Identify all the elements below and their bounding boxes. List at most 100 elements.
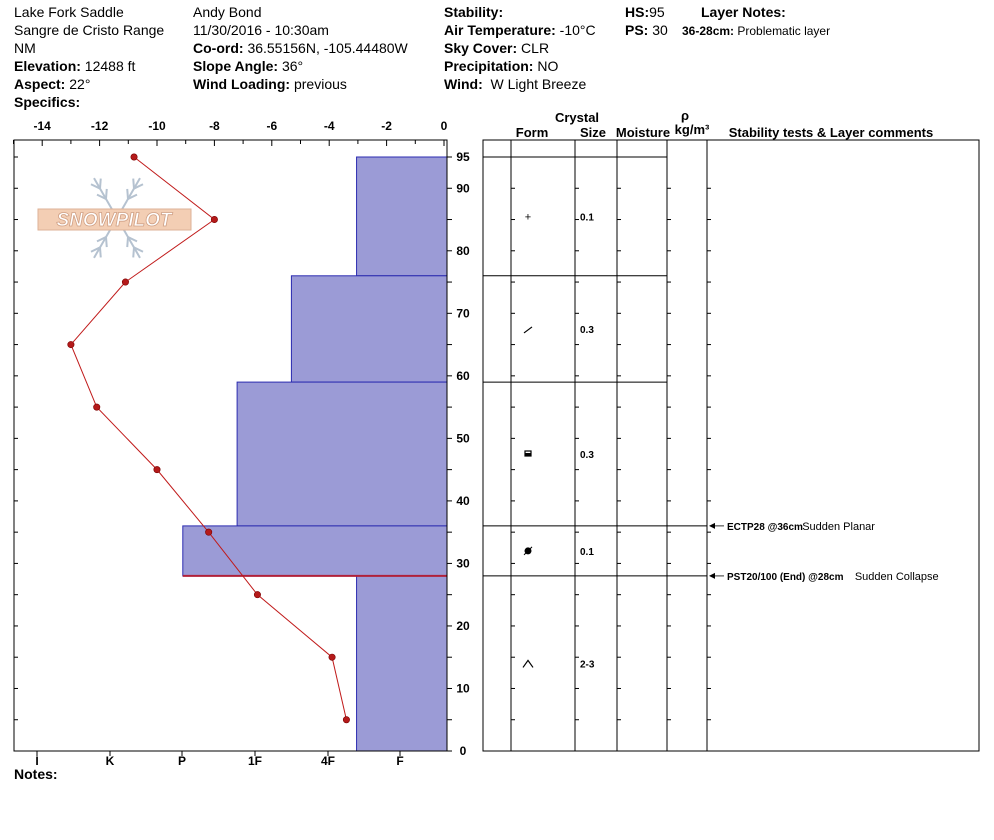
crystal-form-label: + [525,211,531,223]
snowflake-branch [126,188,129,200]
state-name: NM [14,40,36,56]
precip-label: Precipitation: [444,58,534,74]
slope-label: Slope Angle: [193,58,279,74]
header-weather-block: Stability: Air Temperature: -10°C Sky Co… [444,3,596,93]
hardness-bars [182,156,448,752]
crystal-form-facet-fill [525,453,531,456]
temperature-profile [67,153,350,724]
snowpilot-watermark: SNOWPILOT [37,177,192,259]
notes-label: Notes: [14,766,58,782]
temperature-tick-label: -12 [91,119,109,133]
temperature-point [328,653,336,661]
test-label: PST20/100 (End) @28cm [727,572,844,583]
temperature-tick-label: -4 [324,119,335,133]
hs-value: 95 [649,4,665,20]
sky-row: Sky Cover: CLR [444,39,596,57]
stability-tests: ECTP28 @36cm Sudden Planar PST20/100 (End)… [667,521,939,583]
temperature-axis: -14 -12 -10 -8 -6 -4 -2 0 [13,119,448,146]
ps-value: 30 [652,22,668,38]
test-comment: Sudden Planar [802,521,875,533]
temperature-tick-label: -6 [266,119,277,133]
temperature-point [253,591,261,599]
snowflake-branch [105,188,108,200]
wind-loading-row: Wind Loading: previous [193,75,408,93]
layer-notes-heading: Layer Notes: [701,3,786,21]
hs-row: HS:95 [625,3,668,21]
hardness-tick-label: K [106,754,115,768]
height-tick-label: 0 [460,744,467,758]
height-tick-label: 50 [456,431,470,445]
elevation-row: Elevation: 12488 ft [14,57,164,75]
specifics-row: Specifics: [14,93,164,111]
layer-note-text: Problematic layer [737,24,831,38]
elevation-value: 12488 ft [84,58,136,74]
snowflake-branch [127,193,138,200]
crystal-form-depth-hoar-icon [522,659,534,668]
snowflake-branch [105,236,108,248]
crystal-table: Crystal Form Size Moisture ρ kg/m³ Stabi… [482,108,980,752]
ps-label: PS: [625,22,649,38]
height-tick-label: 80 [456,244,470,258]
hs-label: HS: [625,4,650,20]
snowflake-branch [132,178,135,189]
layer-note-row: 36-28cm: Problematic layer [682,22,830,40]
hardness-tick-label: 4F [321,754,335,768]
location-name: Lake Fork Saddle [14,4,124,20]
specifics-label: Specifics: [14,94,81,110]
header-rho: ρ [681,108,689,123]
crystal-size-label: 2-3 [580,659,595,670]
crystal-rows: +0.1 0.3 0.3 0.1 2-3 [483,156,711,721]
test-arrow-head [709,572,715,579]
snowflake-branch [96,236,107,243]
temperature-point [67,341,75,349]
snowflake-branch [90,183,101,190]
header-form: Form [516,125,549,140]
hardness-bar [290,275,448,383]
height-tick-label: 10 [456,681,470,695]
crystal-size-label: 0.3 [580,450,594,461]
air-temp-row: Air Temperature: -10°C [444,21,596,39]
coord-row: Co-ord: 36.55156N, -105.44480W [193,39,408,57]
range-name: Sangre de Cristo Range [14,22,165,38]
crystal-size-label: 0.1 [580,547,594,558]
air-temp-value: -10°C [559,22,596,38]
left-tick-marks [14,156,18,752]
precip-row: Precipitation: NO [444,57,596,75]
test-arrow-head [709,522,715,529]
watermark-banner [37,208,192,231]
hardness-tick-label: P [178,754,186,768]
temperature-point [121,278,129,286]
hardness-tick-label: I [35,754,38,768]
snowflake-branch [90,246,101,253]
crystal-size-label: 0.1 [580,212,594,223]
temperature-tick-label: -10 [148,119,166,133]
precip-value: NO [537,58,559,74]
wind-loading-label: Wind Loading: [193,76,291,92]
header-moisture: Moisture [616,125,670,140]
temperature-point [210,216,218,224]
header-hs-block: HS:95 PS: 30 [625,3,668,39]
observer-name: Andy Bond [193,4,262,20]
coord-label: Co-ord: [193,40,244,56]
layer-note-range: 36-28cm: [682,24,735,38]
temperature-tick-label: -14 [34,119,52,133]
header-comments: Stability tests & Layer comments [729,125,933,140]
snowflake-branch [133,183,144,190]
aspect-value: 22° [69,76,91,92]
hardness-axis: I K P 1F 4F F [35,751,404,768]
snowflake-branch [96,193,107,200]
temperature-point [93,403,101,411]
snowflake-branch [99,178,102,189]
observation-datetime: 11/30/2016 - 10:30am [193,22,329,38]
stability-row: Stability: [444,3,596,21]
sky-value: CLR [521,40,550,56]
temperature-line [70,156,347,720]
ps-row: PS: 30 [625,21,668,39]
hardness-tick-label: F [396,754,403,768]
header-crystal: Crystal [555,110,599,125]
wind-value: W Light Breeze [490,76,587,92]
snowflake-branch [126,236,129,248]
snowflake-branch [133,246,144,253]
profile-frame [13,139,448,752]
